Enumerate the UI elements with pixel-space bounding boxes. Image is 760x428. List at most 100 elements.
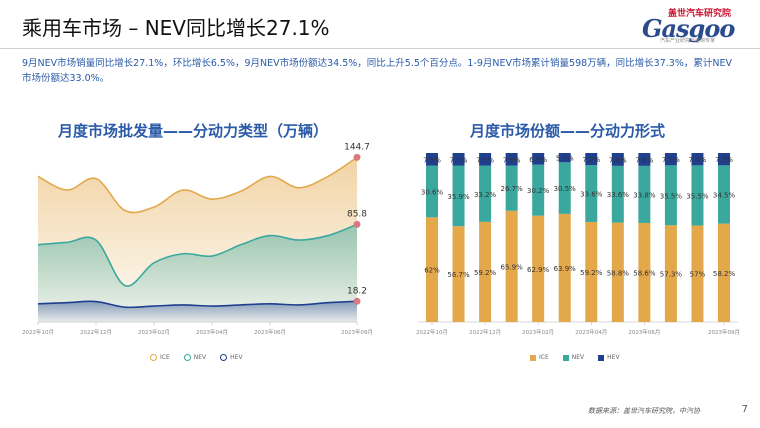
end-marker-hev bbox=[353, 297, 361, 305]
data-label-nev: 33.8% bbox=[633, 191, 656, 199]
data-label-nev: 30.5% bbox=[554, 185, 577, 193]
bar-ice bbox=[664, 225, 677, 322]
end-label-nev: 85.8 bbox=[347, 209, 367, 219]
data-label-ice: 63.9% bbox=[554, 265, 577, 273]
bar-chart-title: 月度市场份额——分动力形式 bbox=[470, 122, 666, 140]
data-label-ice: 62% bbox=[424, 267, 440, 275]
data-label-hev: 7.6% bbox=[635, 156, 653, 164]
title-divider bbox=[0, 48, 760, 49]
bar-nev bbox=[558, 162, 571, 214]
bar-hev bbox=[664, 153, 677, 166]
bar-nev bbox=[452, 165, 465, 227]
data-label-ice: 62.9% bbox=[527, 266, 550, 274]
x-tick-label: 2022年12月 bbox=[469, 328, 501, 336]
data-label-ice: 59.2% bbox=[474, 269, 497, 277]
x-tick-label: 2023年02月 bbox=[522, 328, 554, 336]
data-label-hev: 7.2% bbox=[582, 156, 600, 164]
data-label-hev: 7.5% bbox=[503, 156, 521, 164]
data-label-hev: 7.3% bbox=[662, 156, 680, 164]
bar-nev bbox=[691, 165, 704, 226]
data-label-nev: 30.2% bbox=[527, 187, 550, 195]
bar-nev bbox=[505, 165, 518, 211]
page-number: 7 bbox=[741, 404, 748, 415]
end-marker-nev bbox=[353, 220, 361, 228]
x-tick-label: 2022年10月 bbox=[22, 328, 54, 336]
bar-ice bbox=[718, 223, 730, 322]
legend-item-hev: HEV bbox=[598, 354, 620, 361]
bar-ice bbox=[558, 213, 571, 322]
data-label-hev: 7.3% bbox=[689, 156, 707, 164]
bar-hev bbox=[558, 153, 571, 163]
end-label-ice: 144.7 bbox=[344, 142, 370, 152]
bar-ice bbox=[638, 222, 651, 322]
bar-ice bbox=[611, 222, 624, 322]
bar-hev bbox=[505, 153, 518, 166]
x-tick-label: 2022年12月 bbox=[80, 328, 112, 336]
x-tick-label: 2022年10月 bbox=[416, 328, 448, 336]
legend-item-ice: ICE bbox=[530, 354, 549, 361]
data-label-nev: 33.6% bbox=[580, 191, 603, 199]
bar-ice bbox=[691, 225, 704, 322]
bar-ice bbox=[505, 210, 518, 322]
data-label-ice: 57.3% bbox=[660, 271, 683, 279]
x-tick-label: 2023年04月 bbox=[196, 328, 228, 336]
data-label-nev: 30.6% bbox=[421, 188, 444, 196]
data-label-nev: 33.6% bbox=[607, 191, 630, 199]
summary-text: 9月NEV市场销量同比增长27.1%，环比增长6.5%，9月NEV市场份额达34… bbox=[22, 58, 732, 84]
line-hev bbox=[37, 300, 358, 309]
legend-label-ice: ICE bbox=[539, 354, 549, 361]
data-label-nev: 35.5% bbox=[686, 192, 709, 200]
data-label-nev: 33.2% bbox=[474, 191, 497, 199]
end-marker-ice bbox=[353, 153, 361, 161]
data-label-ice: 58.8% bbox=[607, 269, 630, 277]
bar-nev bbox=[638, 165, 651, 223]
bar-ice bbox=[585, 221, 598, 322]
legend-label-hev: HEV bbox=[607, 354, 620, 361]
bar-chart: 62% 30.6% 7.5% 56.7% 35.9% 7.4% 59.2% 33.2% 7.5%… bbox=[416, 153, 740, 336]
bar-nev bbox=[532, 164, 545, 216]
data-label-ice: 56.7% bbox=[447, 271, 470, 279]
data-label-hev: 7.3% bbox=[715, 156, 733, 164]
line-ice bbox=[37, 156, 358, 214]
data-label-hev: 6.9% bbox=[529, 156, 547, 164]
data-label-ice: 59.2% bbox=[580, 269, 603, 277]
logo-cn-text: 盖世汽车研究院 bbox=[668, 9, 732, 19]
bar-hev bbox=[691, 153, 704, 166]
bar-hev bbox=[585, 153, 598, 166]
x-tick-label: 2023年09月 bbox=[708, 328, 740, 336]
data-label-hev: 7.6% bbox=[609, 156, 627, 164]
legend-label-ice: ICE bbox=[160, 354, 170, 361]
data-label-hev: 7.5% bbox=[476, 156, 494, 164]
data-label-nev: 34.5% bbox=[713, 191, 736, 199]
bar-hev bbox=[638, 153, 651, 166]
bar-ice bbox=[479, 221, 492, 322]
bar-ice bbox=[532, 215, 545, 322]
data-label-hev: 5.5% bbox=[556, 155, 574, 163]
bar-hev bbox=[452, 153, 465, 166]
bar-hev bbox=[611, 153, 624, 166]
area-chart: 144.7 85.8 18.2 2022年10月 2022年12月 2023年02月 202… bbox=[22, 142, 373, 336]
bar-nev bbox=[479, 165, 492, 222]
legend-item-nev: NEV bbox=[562, 354, 584, 361]
data-label-ice: 65.9% bbox=[501, 263, 524, 271]
x-tick-label: 2023年02月 bbox=[138, 328, 170, 336]
bar-hev bbox=[532, 153, 545, 165]
x-tick-label: 2023年06月 bbox=[254, 328, 286, 336]
area-nev bbox=[38, 224, 357, 322]
data-label-ice: 58.2% bbox=[713, 270, 736, 278]
bar-hev bbox=[479, 153, 492, 166]
gasgoo-logo: 盖世汽车研究院 Gasgoo 汽车产业研究与咨询专家 bbox=[642, 6, 752, 44]
bar-nev bbox=[426, 165, 438, 218]
line-nev bbox=[37, 223, 358, 287]
end-label-hev: 18.2 bbox=[347, 286, 367, 296]
area-chart-legend: ICE NEV HEV bbox=[150, 354, 243, 361]
bar-hev bbox=[718, 153, 730, 166]
legend-label-hev: HEV bbox=[230, 354, 243, 361]
bar-nev bbox=[611, 165, 624, 223]
bar-nev bbox=[664, 165, 677, 226]
area-chart-title: 月度市场批发量——分动力类型（万辆） bbox=[58, 122, 329, 140]
legend-label-nev: NEV bbox=[193, 354, 207, 361]
logo-sub-text: 汽车产业研究与咨询专家 bbox=[660, 38, 716, 44]
data-label-ice: 58.6% bbox=[633, 269, 656, 277]
x-tick-label: 2023年09月 bbox=[341, 328, 373, 336]
